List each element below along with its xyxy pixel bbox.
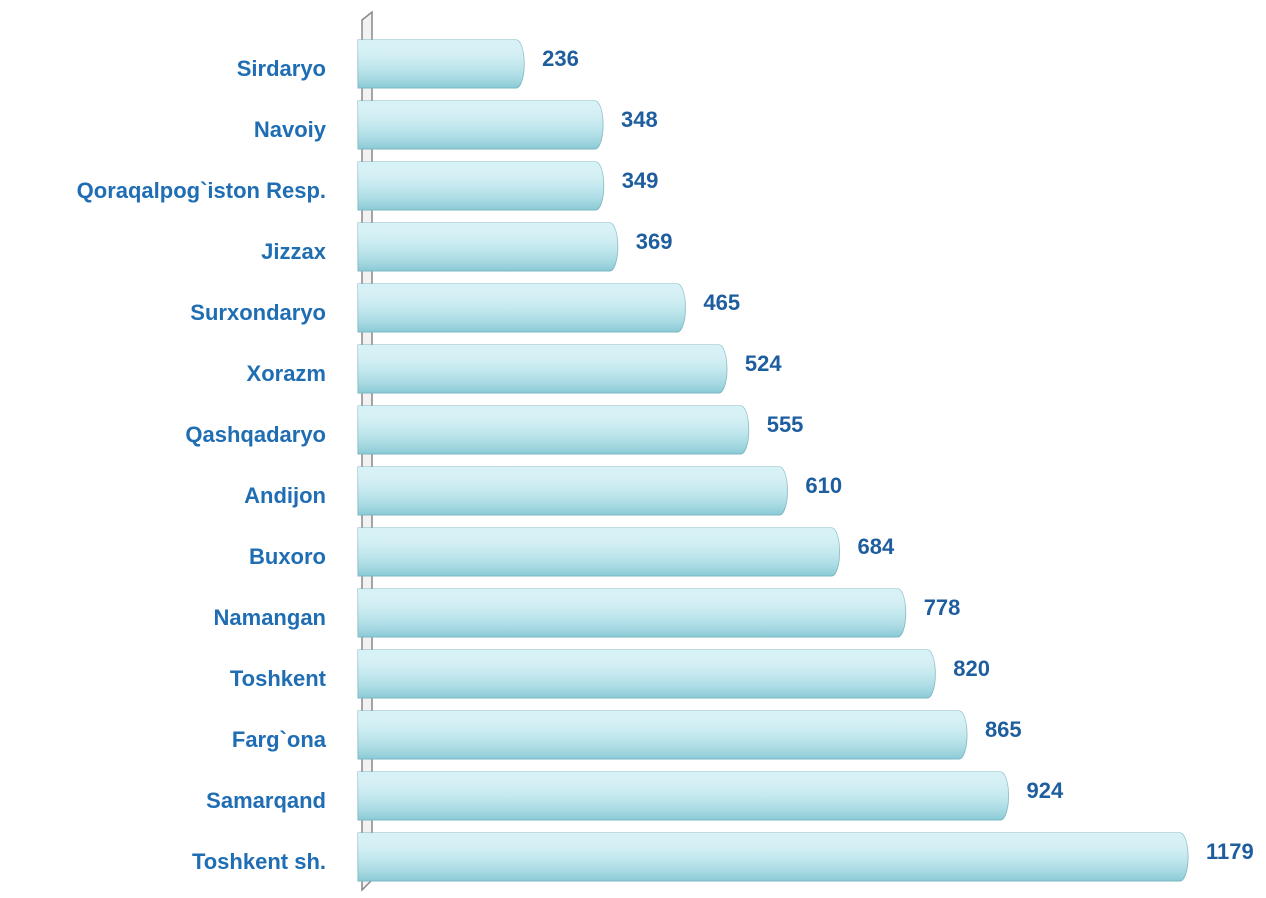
category-label: Surxondaryo — [190, 300, 326, 325]
category-label: Namangan — [214, 605, 326, 630]
bar — [357, 771, 1009, 821]
bar — [357, 466, 788, 516]
bar — [357, 527, 840, 577]
value-label: 348 — [621, 107, 658, 132]
value-label: 555 — [767, 412, 804, 437]
value-label: 236 — [542, 46, 579, 71]
bar — [357, 222, 619, 272]
category-label: Navoiy — [254, 117, 327, 142]
value-label: 465 — [703, 290, 740, 315]
value-label: 820 — [953, 656, 990, 681]
value-label: 924 — [1026, 778, 1063, 803]
category-label: Samarqand — [206, 788, 326, 813]
category-label: Jizzax — [261, 239, 327, 264]
bar — [357, 649, 936, 699]
category-label: Toshkent — [230, 666, 327, 691]
value-label: 369 — [636, 229, 673, 254]
bar — [357, 283, 686, 333]
value-label: 778 — [924, 595, 961, 620]
category-label: Toshkent sh. — [192, 849, 326, 874]
category-label: Buxoro — [249, 544, 326, 569]
value-label: 1179 — [1206, 839, 1254, 864]
bar — [357, 405, 750, 455]
bars: Sirdaryo 236 Navoiy 348 Qoraqalpog`iston Res… — [77, 39, 1254, 882]
category-label: Andijon — [244, 483, 326, 508]
value-label: 684 — [858, 534, 895, 559]
category-label: Sirdaryo — [237, 56, 326, 81]
bar — [357, 588, 907, 638]
value-label: 865 — [985, 717, 1022, 742]
bar — [357, 39, 525, 89]
bar — [357, 161, 605, 211]
value-label: 524 — [745, 351, 782, 376]
value-label: 349 — [622, 168, 659, 193]
category-label: Qoraqalpog`iston Resp. — [77, 178, 326, 203]
value-label: 610 — [805, 473, 842, 498]
category-label: Farg`ona — [232, 727, 327, 752]
bar — [357, 100, 604, 150]
bar — [357, 710, 968, 760]
bar — [357, 832, 1189, 882]
category-label: Xorazm — [247, 361, 326, 386]
bar — [357, 344, 728, 394]
category-label: Qashqadaryo — [185, 422, 326, 447]
